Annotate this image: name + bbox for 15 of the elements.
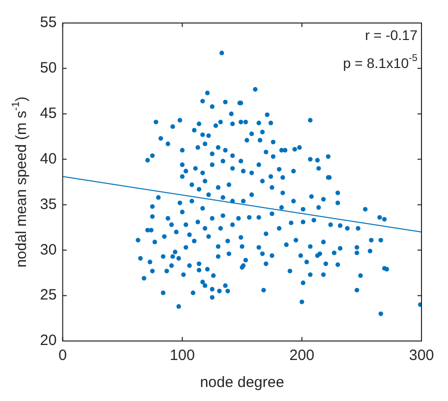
- y-tick-label: 20: [40, 332, 57, 350]
- y-tick-label: 45: [40, 105, 57, 122]
- y-tick-label: 40: [40, 150, 57, 168]
- x-tick-label: 300: [408, 347, 434, 364]
- x-tick-label: 100: [170, 347, 195, 364]
- x-axis-title: node degree: [200, 374, 284, 392]
- y-tick-label: 55: [40, 14, 57, 32]
- y-axis-title: nodal mean speed (m s-1): [10, 96, 30, 268]
- y-tick-label: 35: [40, 196, 57, 213]
- y-tick-label: 25: [40, 286, 57, 304]
- y-tick-label: 50: [40, 60, 57, 77]
- x-tick-label: 0: [58, 347, 67, 364]
- y-tick-label: 30: [40, 241, 57, 258]
- x-tick-label: 200: [289, 347, 314, 364]
- annotation: r = -0.17: [364, 26, 418, 43]
